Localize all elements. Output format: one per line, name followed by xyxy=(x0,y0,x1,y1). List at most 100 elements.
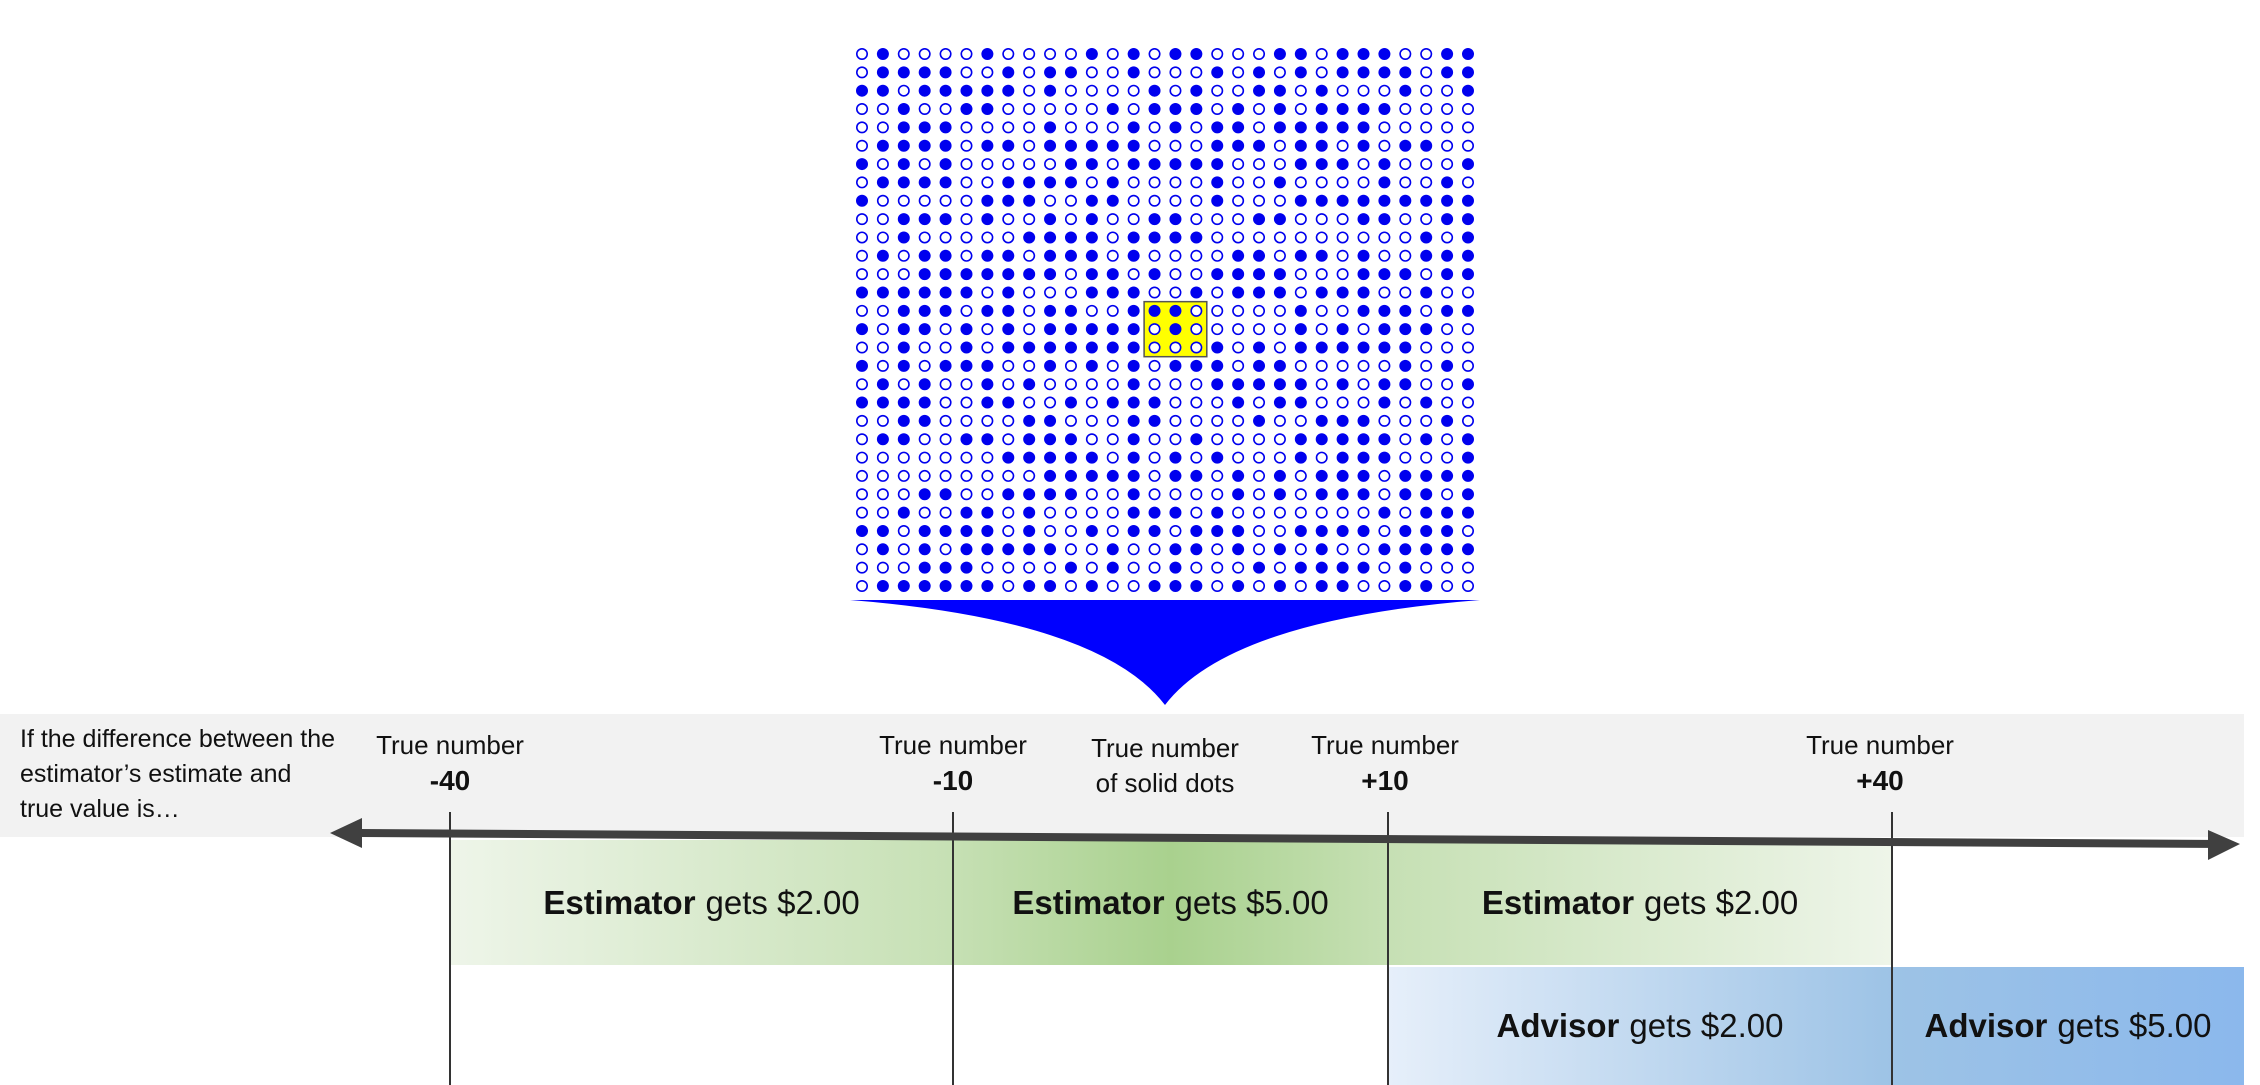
solid-dot xyxy=(876,139,889,152)
hollow-dot xyxy=(981,176,994,189)
hollow-dot xyxy=(1044,103,1057,116)
hollow-dot xyxy=(1211,561,1224,574)
solid-dot xyxy=(939,66,952,79)
hollow-dot xyxy=(897,268,910,281)
solid-dot xyxy=(1023,579,1036,592)
solid-dot xyxy=(1420,488,1433,501)
hollow-dot xyxy=(1294,579,1307,592)
hollow-dot xyxy=(1044,396,1057,409)
solid-dot xyxy=(981,524,994,537)
solid-dot xyxy=(1420,286,1433,299)
hollow-dot xyxy=(1232,48,1245,60)
solid-dot xyxy=(897,176,910,189)
solid-dot xyxy=(1294,561,1307,574)
solid-dot xyxy=(1294,323,1307,336)
hollow-dot xyxy=(856,341,868,354)
hollow-dot xyxy=(1232,158,1245,171)
solid-dot xyxy=(918,139,931,152)
solid-dot xyxy=(1441,194,1454,207)
solid-dot xyxy=(1232,121,1245,134)
hollow-dot xyxy=(1211,48,1224,60)
solid-dot xyxy=(1148,396,1161,409)
tick-caption: True number xyxy=(879,730,1027,760)
solid-dot xyxy=(1294,66,1307,79)
hollow-dot xyxy=(1023,84,1036,97)
hollow-dot xyxy=(856,451,868,464)
hollow-dot xyxy=(1002,561,1015,574)
solid-dot xyxy=(1127,506,1140,519)
solid-dot xyxy=(1064,433,1077,446)
hollow-dot xyxy=(939,414,952,427)
solid-dot xyxy=(1023,451,1036,464)
solid-dot xyxy=(1064,249,1077,262)
hollow-dot xyxy=(1378,579,1391,592)
solid-dot xyxy=(1294,433,1307,446)
hollow-dot xyxy=(1232,451,1245,464)
solid-dot xyxy=(1148,158,1161,171)
hollow-dot xyxy=(1441,488,1454,501)
hollow-dot xyxy=(1106,304,1119,317)
hollow-dot xyxy=(856,48,868,60)
solid-dot xyxy=(1106,396,1119,409)
solid-dot xyxy=(1378,378,1391,391)
hollow-dot xyxy=(1253,323,1266,336)
hollow-dot xyxy=(1190,268,1203,281)
solid-dot xyxy=(1273,488,1286,501)
hollow-dot xyxy=(1232,359,1245,372)
hollow-dot xyxy=(1357,359,1370,372)
solid-dot xyxy=(1127,286,1140,299)
solid-dot xyxy=(1232,488,1245,501)
solid-dot xyxy=(1399,543,1412,556)
solid-dot xyxy=(918,286,931,299)
solid-dot xyxy=(1420,194,1433,207)
solid-dot xyxy=(1064,341,1077,354)
hollow-dot xyxy=(1461,286,1474,299)
solid-dot xyxy=(876,249,889,262)
hollow-dot xyxy=(876,506,889,519)
hollow-dot xyxy=(1169,414,1182,427)
solid-dot xyxy=(1148,103,1161,116)
hollow-dot xyxy=(876,103,889,116)
solid-dot xyxy=(1461,213,1474,226)
hollow-dot xyxy=(918,359,931,372)
solid-dot xyxy=(1420,231,1433,244)
hollow-dot xyxy=(1064,103,1077,116)
hollow-dot xyxy=(1378,121,1391,134)
solid-dot xyxy=(1232,103,1245,116)
hollow-dot xyxy=(1064,84,1077,97)
solid-dot xyxy=(1420,323,1433,336)
hollow-dot xyxy=(960,139,973,152)
solid-dot xyxy=(876,378,889,391)
hollow-dot xyxy=(1378,469,1391,482)
hollow-dot xyxy=(1002,231,1015,244)
solid-dot xyxy=(1106,139,1119,152)
solid-dot xyxy=(1023,524,1036,537)
solid-dot xyxy=(1127,231,1140,244)
solid-dot xyxy=(939,488,952,501)
hollow-dot xyxy=(1253,524,1266,537)
solid-dot xyxy=(1399,524,1412,537)
solid-dot xyxy=(1211,139,1224,152)
hollow-dot xyxy=(1399,286,1412,299)
solid-dot xyxy=(1357,66,1370,79)
tick-caption: True number xyxy=(376,730,524,760)
solid-dot xyxy=(1294,341,1307,354)
hollow-dot xyxy=(1064,414,1077,427)
zone-text: gets $5.00 xyxy=(1174,883,1329,921)
solid-dot xyxy=(1461,433,1474,446)
hollow-dot xyxy=(1190,176,1203,189)
hollow-dot xyxy=(981,323,994,336)
solid-dot xyxy=(1461,66,1474,79)
solid-dot xyxy=(897,213,910,226)
solid-dot xyxy=(1253,286,1266,299)
hollow-dot xyxy=(1211,469,1224,482)
hollow-dot xyxy=(856,231,868,244)
solid-dot xyxy=(939,561,952,574)
solid-dot xyxy=(1023,341,1036,354)
solid-dot xyxy=(856,286,868,299)
solid-dot xyxy=(1273,359,1286,372)
solid-dot xyxy=(1378,48,1391,60)
solid-dot xyxy=(981,433,994,446)
solid-dot xyxy=(1044,249,1057,262)
arrow-head-left xyxy=(330,818,362,848)
